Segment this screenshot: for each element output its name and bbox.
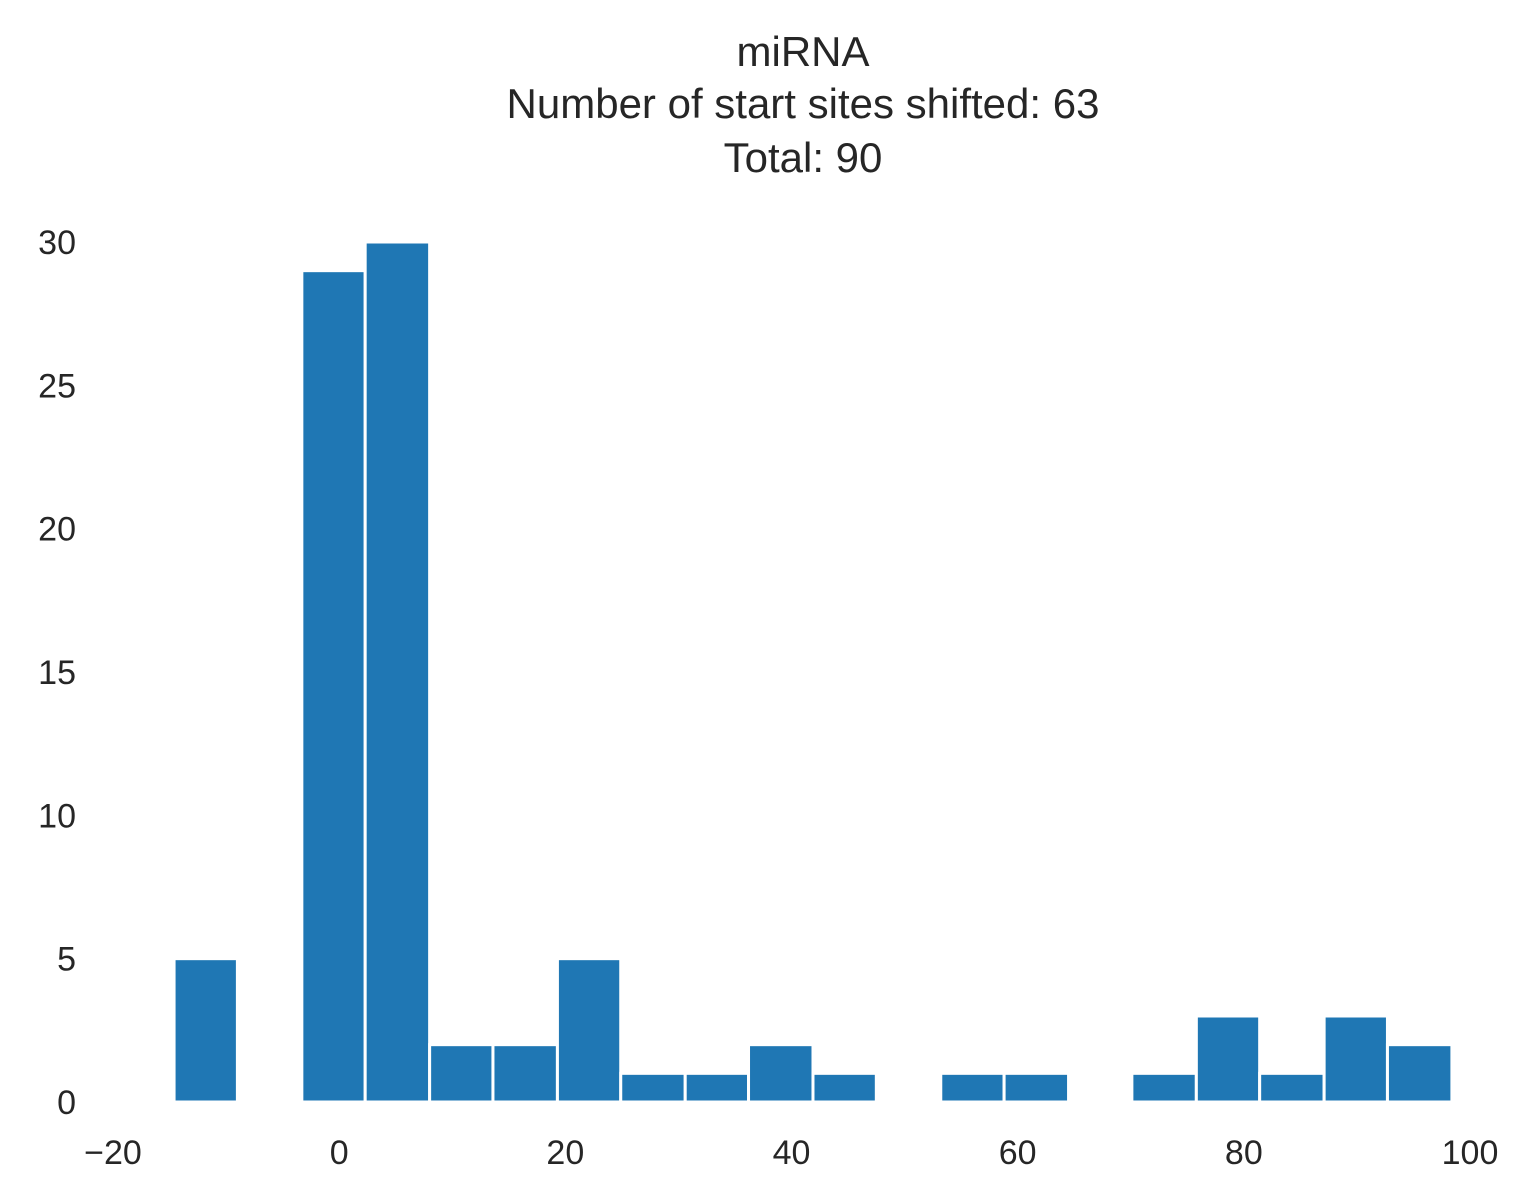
histogram-bar-10 [939,1071,1006,1104]
histogram-bar-4 [491,1043,559,1104]
chart-title-line-2: Number of start sites shifted: 63 [507,80,1100,127]
histogram-bar-11 [1002,1071,1071,1104]
x-axis: −20 0 20 40 60 80 100 [84,1134,1498,1172]
x-tick-label-5: 80 [1225,1134,1263,1172]
histogram-bar-14 [1258,1071,1326,1104]
histogram-bar-8 [747,1043,815,1104]
histogram-bar-16 [1385,1043,1454,1104]
histogram-bar-12 [1130,1071,1198,1104]
y-tick-label-0: 0 [57,1084,76,1122]
x-tick-label-0: −20 [84,1134,142,1172]
histogram-bar-9 [811,1071,878,1104]
x-tick-label-3: 40 [773,1134,811,1172]
x-tick-label-6: 100 [1442,1134,1499,1172]
histogram-bar-15 [1322,1014,1389,1104]
histogram-bar-5 [555,957,623,1104]
y-tick-label-1: 5 [57,941,76,979]
histogram-bar-3 [428,1043,495,1104]
histogram-bar-0 [172,957,239,1104]
histogram-bar-6 [619,1071,687,1104]
chart-title-line-3: Total: 90 [724,134,883,181]
histogram-bar-7 [683,1071,751,1104]
x-tick-label-4: 60 [999,1134,1037,1172]
y-tick-label-3: 15 [38,654,76,692]
chart-title-line-1: miRNA [737,28,870,75]
y-tick-label-2: 10 [38,797,76,835]
histogram-bars [172,240,1454,1104]
chart-title: miRNA Number of start sites shifted: 63 … [507,28,1100,181]
histogram-bar-1 [300,269,367,1104]
y-axis: 0 5 10 15 20 25 30 [38,224,76,1122]
histogram-bar-13 [1194,1014,1262,1104]
x-tick-label-2: 20 [546,1134,584,1172]
histogram-bar-2 [363,240,432,1104]
y-tick-label-5: 25 [38,367,76,405]
y-tick-label-4: 20 [38,511,76,549]
x-tick-label-1: 0 [330,1134,349,1172]
y-tick-label-6: 30 [38,224,76,262]
plot-area [172,240,1454,1104]
